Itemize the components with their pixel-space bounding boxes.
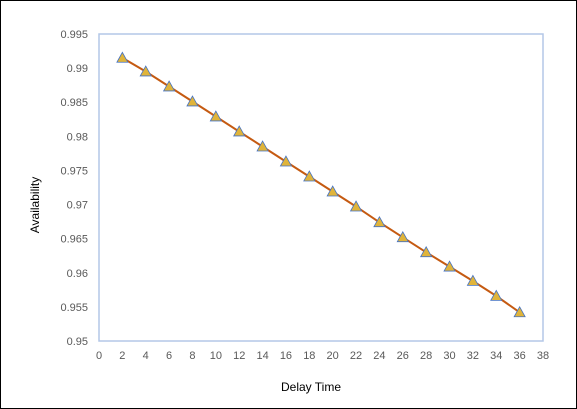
x-tick-label: 20 (327, 350, 339, 362)
x-tick-label: 12 (233, 350, 245, 362)
y-tick-label: 0.98 (67, 131, 88, 143)
y-tick-label: 0.96 (67, 268, 88, 280)
x-tick-label: 14 (256, 350, 268, 362)
x-tick-label: 18 (303, 350, 315, 362)
data-point-marker (116, 51, 129, 63)
x-tick-label: 38 (537, 350, 549, 362)
data-point-marker (186, 95, 199, 107)
data-point-marker (256, 140, 269, 152)
y-tick-label: 0.95 (67, 336, 88, 348)
x-tick-label: 28 (420, 350, 432, 362)
y-axis-title: Availability (28, 177, 42, 233)
data-point-marker (233, 125, 246, 137)
x-tick-label: 26 (397, 350, 409, 362)
data-point-marker (396, 230, 409, 243)
y-tick-label: 0.975 (60, 165, 88, 177)
y-axis-ticks: 0.95 0.955 0.96 0.965 0.97 0.975 0.98 0.985 0.99… (60, 29, 88, 348)
data-point-marker (326, 185, 339, 197)
x-tick-label: 8 (189, 350, 195, 362)
x-axis-title: Delay Time (281, 380, 341, 394)
y-tick-label: 0.97 (67, 200, 88, 212)
x-tick-label: 2 (119, 350, 125, 362)
plot-area (98, 33, 544, 342)
data-point-marker (139, 65, 152, 77)
series-markers (116, 51, 526, 318)
data-point-marker (303, 170, 316, 182)
data-point-marker (349, 200, 363, 212)
x-tick-label: 6 (166, 350, 172, 362)
y-tick-label: 0.955 (60, 302, 88, 314)
y-tick-label: 0.995 (60, 29, 88, 41)
x-tick-label: 0 (96, 350, 102, 362)
x-tick-label: 4 (143, 350, 149, 362)
x-tick-label: 34 (490, 350, 502, 362)
data-point-marker (279, 155, 293, 167)
data-point-marker (209, 110, 223, 122)
data-point-marker (466, 274, 480, 286)
data-point-marker (162, 80, 176, 92)
x-tick-label: 36 (514, 350, 526, 362)
y-tick-label: 0.99 (67, 63, 88, 75)
x-tick-label: 22 (350, 350, 362, 362)
x-axis-ticks: 0 2 4 6 8 10 12 14 16 18 20 22 24 26 28 30 32 34 36 38 (96, 350, 549, 362)
x-tick-label: 24 (373, 350, 385, 362)
data-point-marker (490, 289, 503, 301)
series-line (121, 57, 521, 314)
data-point-marker (443, 260, 456, 272)
x-tick-label: 32 (467, 350, 479, 362)
y-tick-label: 0.985 (60, 97, 88, 109)
data-point-marker (513, 306, 526, 318)
x-tick-label: 16 (280, 350, 292, 362)
y-tick-label: 0.965 (60, 234, 88, 246)
x-tick-label: 30 (443, 350, 455, 362)
data-point-marker (373, 215, 386, 228)
x-tick-label: 10 (210, 350, 222, 362)
data-point-marker (419, 245, 433, 258)
